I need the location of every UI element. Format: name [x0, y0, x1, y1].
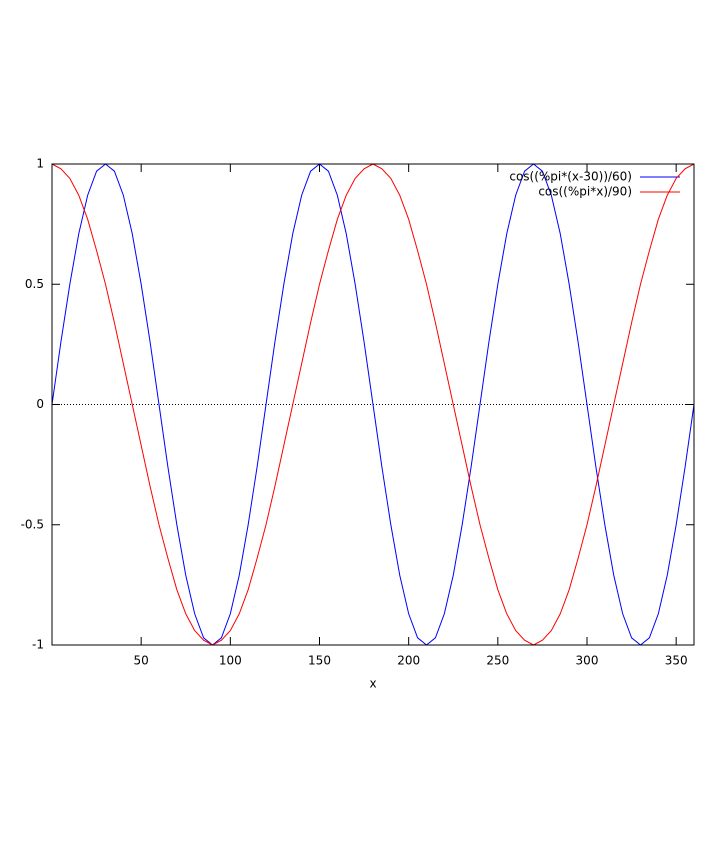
- y-tick-label: 0.5: [25, 277, 44, 291]
- x-axis-label: x: [369, 677, 376, 691]
- x-tick-label: 150: [308, 654, 331, 668]
- series-line: [51, 163, 695, 646]
- y-tick-label: 0: [36, 397, 44, 411]
- y-tick-label: -0.5: [21, 517, 44, 531]
- plot-border: [51, 163, 695, 646]
- x-tick-label: 200: [397, 654, 420, 668]
- legend-label: cos((%pi*x)/90): [538, 185, 632, 199]
- x-tick-label: 250: [486, 654, 509, 668]
- y-tick-label: -1: [32, 638, 44, 652]
- y-tick-label: 1: [36, 157, 44, 171]
- legend-label: cos((%pi*(x-30))/60): [509, 170, 632, 184]
- x-tick-label: 50: [134, 654, 149, 668]
- x-tick-label: 300: [576, 654, 599, 668]
- x-tick-label: 350: [665, 654, 688, 668]
- x-tick-label: 100: [219, 654, 242, 668]
